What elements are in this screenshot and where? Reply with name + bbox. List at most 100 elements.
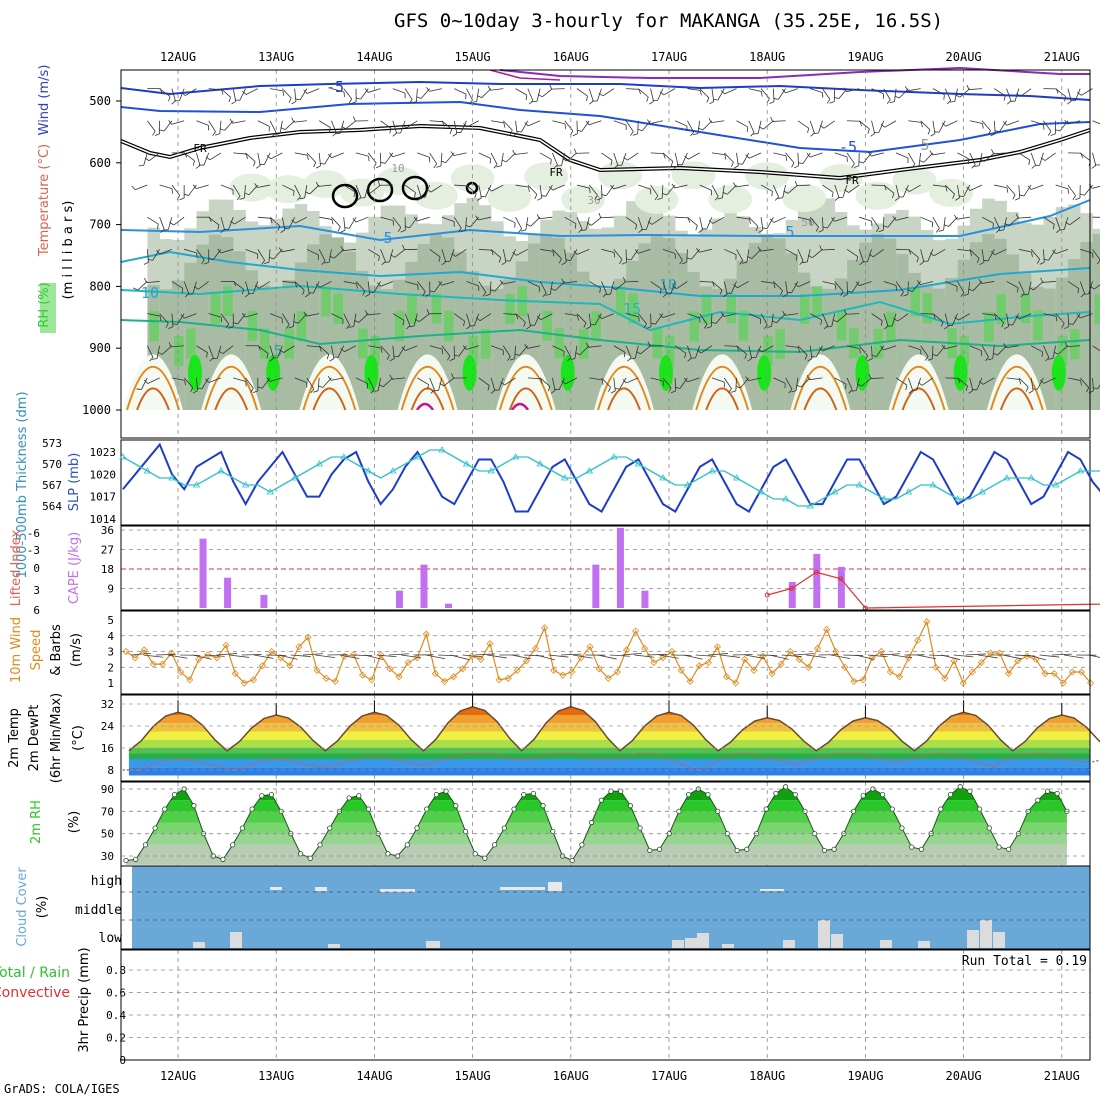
wind-barb (630, 249, 639, 261)
surface-wind-barb (1027, 654, 1047, 661)
wind-speed-point (431, 669, 439, 678)
wind-barb (1016, 93, 1021, 97)
wind-barb (589, 120, 602, 126)
temp-tick: 24 (101, 720, 115, 733)
wind-barb (914, 165, 920, 168)
wind-barb (736, 120, 749, 128)
wind-barb (857, 383, 862, 387)
wind-barb (843, 309, 847, 315)
rh-point (152, 825, 158, 831)
wind-barb (945, 281, 958, 287)
wind-barb (984, 152, 995, 162)
wind-speed-point (477, 655, 485, 663)
wind-barb (699, 217, 704, 230)
wind-barb (647, 221, 653, 225)
wind-barb (970, 184, 983, 191)
wind-barb (576, 313, 587, 324)
wind-barb (809, 313, 822, 321)
wind-barb (475, 317, 481, 321)
wind-speed-point (258, 662, 267, 670)
wind-barb (815, 226, 819, 232)
wind-barb (441, 261, 446, 266)
wind-barb (368, 248, 380, 257)
wind-speed-point (923, 618, 931, 626)
wind-barb (219, 120, 222, 134)
temp-contour-20 (302, 365, 357, 411)
wind-barb (518, 228, 522, 233)
wind-barb (329, 255, 335, 259)
wind-barb (381, 261, 386, 266)
wind-barb (993, 217, 1001, 230)
wind-barb (760, 184, 773, 192)
wind-speed-point (741, 655, 749, 663)
wind-barb (1080, 380, 1082, 386)
wind-barb (769, 101, 775, 105)
surface-wind-barb (167, 654, 188, 659)
wind-barb (819, 245, 823, 251)
wind-barb (832, 319, 838, 323)
wind-barb (625, 258, 631, 261)
wind-barb (929, 252, 935, 257)
wind-barb (503, 122, 506, 128)
contour-label: FR (845, 174, 859, 187)
wind-barb (313, 162, 317, 168)
wind-barb (778, 88, 786, 100)
wind-barb (766, 216, 774, 229)
wind-barb (586, 326, 591, 330)
wind-barb (748, 216, 759, 227)
wind-barb (509, 129, 513, 135)
wind-barb (724, 154, 727, 160)
wind-barb (566, 152, 578, 162)
wind-barb (380, 249, 386, 262)
cloud-low (328, 944, 340, 948)
wind-barb (288, 217, 295, 230)
wind-barb (661, 185, 664, 199)
wind-barb (196, 345, 208, 353)
wind-barb (575, 352, 581, 356)
wind-barb (380, 161, 386, 164)
wind-speed-point (240, 679, 248, 687)
wind-barb (413, 216, 418, 222)
wind-barb (404, 184, 416, 194)
wind-barb (610, 184, 614, 190)
wind-barb (944, 88, 952, 101)
wind-barb (438, 281, 443, 286)
thickness-point (757, 488, 765, 495)
surface-wind-barb (192, 654, 212, 660)
wind-barb (916, 257, 919, 263)
wind-barb (529, 100, 534, 105)
wind-barb (1045, 357, 1050, 362)
surface-wind-barb (720, 654, 741, 658)
wind-barb (319, 162, 325, 165)
wind-barb (331, 152, 344, 159)
wind-barb (220, 184, 234, 191)
rh-shade (431, 293, 442, 324)
wind-barb (1063, 217, 1069, 230)
wind-barb (1077, 91, 1082, 96)
rh-tick: 50 (101, 828, 114, 841)
wind-barb (670, 281, 676, 294)
wind-barb (935, 228, 940, 233)
day-label-top: 20AUG (946, 50, 982, 64)
wind-barb (356, 216, 369, 223)
wind-barb (171, 100, 176, 105)
wind-barb (1067, 313, 1070, 327)
wind-barb (293, 120, 307, 123)
wind-barb (826, 325, 832, 328)
wind-barb (576, 88, 588, 97)
wind-barb (466, 185, 470, 191)
wind-barb (359, 197, 365, 199)
day-label-top: 17AUG (651, 50, 687, 64)
rh-shade (505, 293, 515, 324)
wind-barb (462, 345, 467, 350)
rh-shade (560, 354, 575, 391)
wind-speed-point (231, 669, 239, 678)
wind-barb (449, 358, 455, 361)
wind-barb (761, 91, 763, 97)
wind-barb (159, 88, 171, 97)
wind-speed-point (1032, 655, 1040, 663)
wind-barb (657, 88, 664, 101)
wind-barb (378, 255, 380, 262)
wind-barb (722, 191, 728, 195)
wind-barb (1047, 358, 1054, 360)
